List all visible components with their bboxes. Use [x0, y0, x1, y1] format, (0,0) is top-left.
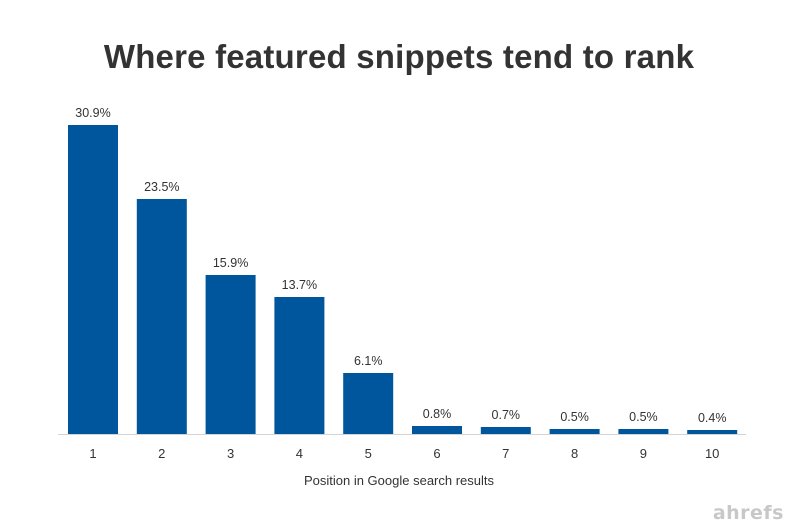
bar-6 [412, 426, 462, 434]
bar-3 [205, 275, 256, 434]
value-label-4: 13.7% [282, 278, 317, 292]
x-tick-label-3: 3 [227, 446, 234, 461]
value-label-9: 0.5% [629, 410, 658, 424]
ahrefs-watermark: ahrefs [712, 502, 784, 524]
x-tick-label-5: 5 [365, 446, 372, 461]
value-label-10: 0.4% [698, 411, 727, 425]
x-ticks-layer: 1 2 3 4 5 6 7 8 9 10 [89, 446, 719, 461]
x-axis-label: Position in Google search results [303, 473, 495, 488]
value-label-8: 0.5% [560, 410, 589, 424]
bar-8 [549, 429, 600, 434]
value-labels-layer: 30.9% 23.5% 15.9% 13.7% 6.1% 0.8% 0.7% 0.5% 0.5%… [75, 106, 726, 425]
value-label-5: 6.1% [354, 354, 383, 368]
x-tick-label-1: 1 [89, 446, 96, 461]
bars-layer [68, 125, 738, 434]
bar-1 [68, 125, 118, 434]
bar-2 [136, 199, 187, 434]
bar-4 [274, 297, 325, 434]
x-tick-label-8: 8 [571, 446, 578, 461]
bar-9 [618, 429, 669, 434]
x-tick-label-10: 10 [705, 446, 719, 461]
x-tick-label-9: 9 [640, 446, 647, 461]
x-tick-label-2: 2 [158, 446, 165, 461]
value-label-7: 0.7% [492, 408, 521, 422]
bar-10 [687, 430, 738, 434]
bar-5 [343, 373, 394, 434]
x-tick-label-7: 7 [502, 446, 509, 461]
bar-7 [480, 427, 531, 434]
value-label-2: 23.5% [144, 180, 179, 194]
chart-title: Where featured snippets tend to rank [103, 38, 695, 75]
value-label-3: 15.9% [213, 256, 248, 270]
x-tick-label-4: 4 [296, 446, 303, 461]
value-label-1: 30.9% [75, 106, 110, 120]
x-tick-label-6: 6 [433, 446, 440, 461]
value-label-6: 0.8% [423, 407, 452, 421]
